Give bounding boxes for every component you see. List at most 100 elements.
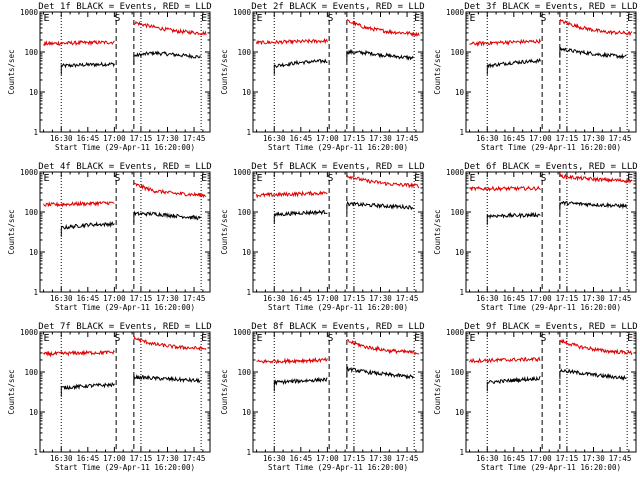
plot-frame: [465, 11, 637, 133]
series-line-lld: [559, 173, 633, 184]
y-tick-label: 100: [450, 368, 464, 377]
x-tick-label: 17:00: [316, 294, 339, 303]
x-tick-label: 17:30: [156, 134, 179, 143]
x-tick-label: 16:30: [50, 294, 73, 303]
x-tick-label: 17:45: [609, 294, 632, 303]
x-tick-label: 17:45: [609, 134, 632, 143]
y-tick-label: 1000: [20, 8, 39, 17]
y-tick-label: 1: [459, 288, 464, 297]
x-axis-label: Start Time (29-Apr-11 16:20:00): [481, 303, 621, 312]
series-line-lld: [346, 339, 420, 356]
panel-title: Det 6f BLACK = Events, RED = LLD: [464, 162, 637, 172]
y-tick-label: 1000: [446, 168, 465, 177]
y-tick-label: 10: [29, 248, 39, 257]
series-line-events: [346, 201, 414, 213]
series-line-events: [486, 211, 541, 225]
y-tick-label: 100: [237, 208, 251, 217]
y-axis-label: Counts/sec: [220, 209, 229, 254]
y-tick-label: 1000: [446, 328, 465, 337]
x-tick-label: 17:15: [130, 454, 153, 463]
plot-frame: [252, 171, 424, 293]
event-marker-e: E: [257, 173, 263, 184]
series-line-lld: [256, 190, 328, 199]
event-marker-e: E: [414, 173, 420, 184]
series-line-events: [273, 58, 328, 75]
x-tick-label: 17:15: [556, 294, 579, 303]
event-marker-e: E: [470, 173, 476, 184]
panel-title: Det 8f BLACK = Events, RED = LLD: [251, 322, 424, 332]
series-line-lld: [133, 335, 207, 351]
x-axis-label: Start Time (29-Apr-11 16:20:00): [55, 303, 195, 312]
series-line-lld: [469, 356, 541, 364]
event-marker-s: S: [540, 13, 546, 24]
series-line-lld: [43, 349, 115, 358]
x-axis-label: Start Time (29-Apr-11 16:20:00): [268, 463, 408, 472]
plot-frame: [39, 171, 211, 293]
x-tick-label: 17:00: [316, 454, 339, 463]
x-tick-label: 16:45: [290, 134, 313, 143]
panel-title: Det 3f BLACK = Events, RED = LLD: [464, 2, 637, 12]
x-tick-label: 17:45: [183, 134, 206, 143]
x-tick-label: 17:15: [343, 454, 366, 463]
x-tick-label: 16:30: [476, 294, 499, 303]
event-marker-e: E: [414, 13, 420, 24]
y-tick-label: 10: [242, 248, 252, 257]
x-tick-label: 17:30: [582, 454, 605, 463]
x-tick-label: 17:00: [529, 454, 552, 463]
y-axis-label: Counts/sec: [7, 49, 16, 94]
event-marker-e: E: [257, 333, 263, 344]
event-marker-s: S: [114, 333, 120, 344]
chart-panel-6: Det 6f BLACK = Events, RED = LLD 1 10 100 10…: [433, 162, 638, 312]
series-line-events: [346, 48, 414, 61]
y-tick-label: 1: [33, 448, 38, 457]
series-line-lld: [346, 18, 420, 38]
x-tick-label: 17:30: [156, 294, 179, 303]
y-tick-label: 10: [29, 88, 39, 97]
event-marker-e: E: [470, 13, 476, 24]
series-line-lld: [346, 174, 420, 189]
y-tick-label: 1: [246, 288, 251, 297]
series-line-events: [133, 210, 201, 223]
x-tick-label: 17:45: [183, 454, 206, 463]
y-tick-label: 100: [237, 368, 251, 377]
x-tick-label: 17:30: [582, 134, 605, 143]
series-line-events: [486, 375, 541, 392]
x-tick-label: 17:45: [609, 454, 632, 463]
y-tick-label: 1000: [233, 168, 252, 177]
x-tick-label: 17:45: [396, 454, 419, 463]
y-tick-label: 1: [33, 128, 38, 137]
series-line-events: [559, 200, 627, 212]
series-line-events: [559, 368, 627, 381]
x-tick-label: 17:00: [529, 134, 552, 143]
panel-title: Det 5f BLACK = Events, RED = LLD: [251, 162, 424, 172]
x-tick-label: 17:30: [369, 134, 392, 143]
x-tick-label: 16:45: [503, 454, 526, 463]
series-line-events: [60, 381, 115, 397]
x-tick-label: 17:45: [396, 134, 419, 143]
series-line-events: [559, 46, 627, 60]
series-line-lld: [256, 356, 328, 365]
x-tick-label: 17:30: [156, 454, 179, 463]
x-axis-label: Start Time (29-Apr-11 16:20:00): [268, 143, 408, 152]
series-line-lld: [43, 200, 115, 208]
chart-panel-3: Det 3f BLACK = Events, RED = LLD 1 10 100 10…: [433, 2, 638, 152]
x-tick-label: 16:30: [476, 134, 499, 143]
x-tick-label: 16:45: [77, 294, 100, 303]
event-marker-s: S: [540, 333, 546, 344]
chart-panel-2: Det 2f BLACK = Events, RED = LLD 1 10 100 10…: [220, 2, 425, 152]
series-line-events: [60, 220, 115, 237]
x-tick-label: 17:00: [103, 454, 126, 463]
event-marker-e: E: [414, 333, 420, 344]
y-tick-label: 1: [246, 128, 251, 137]
event-marker-s: S: [114, 173, 120, 184]
chart-panel-1: Det 1f BLACK = Events, RED = LLD 1 10 100 10…: [7, 2, 212, 152]
x-axis-label: Start Time (29-Apr-11 16:20:00): [55, 463, 195, 472]
y-tick-label: 10: [29, 408, 39, 417]
plot-frame: [252, 11, 424, 133]
plot-frame: [252, 331, 424, 453]
event-marker-e: E: [627, 13, 633, 24]
chart-panel-5: Det 5f BLACK = Events, RED = LLD 1 10 100 10…: [220, 162, 425, 312]
event-marker-e: E: [627, 173, 633, 184]
event-marker-s: S: [540, 173, 546, 184]
y-tick-label: 100: [24, 48, 38, 57]
